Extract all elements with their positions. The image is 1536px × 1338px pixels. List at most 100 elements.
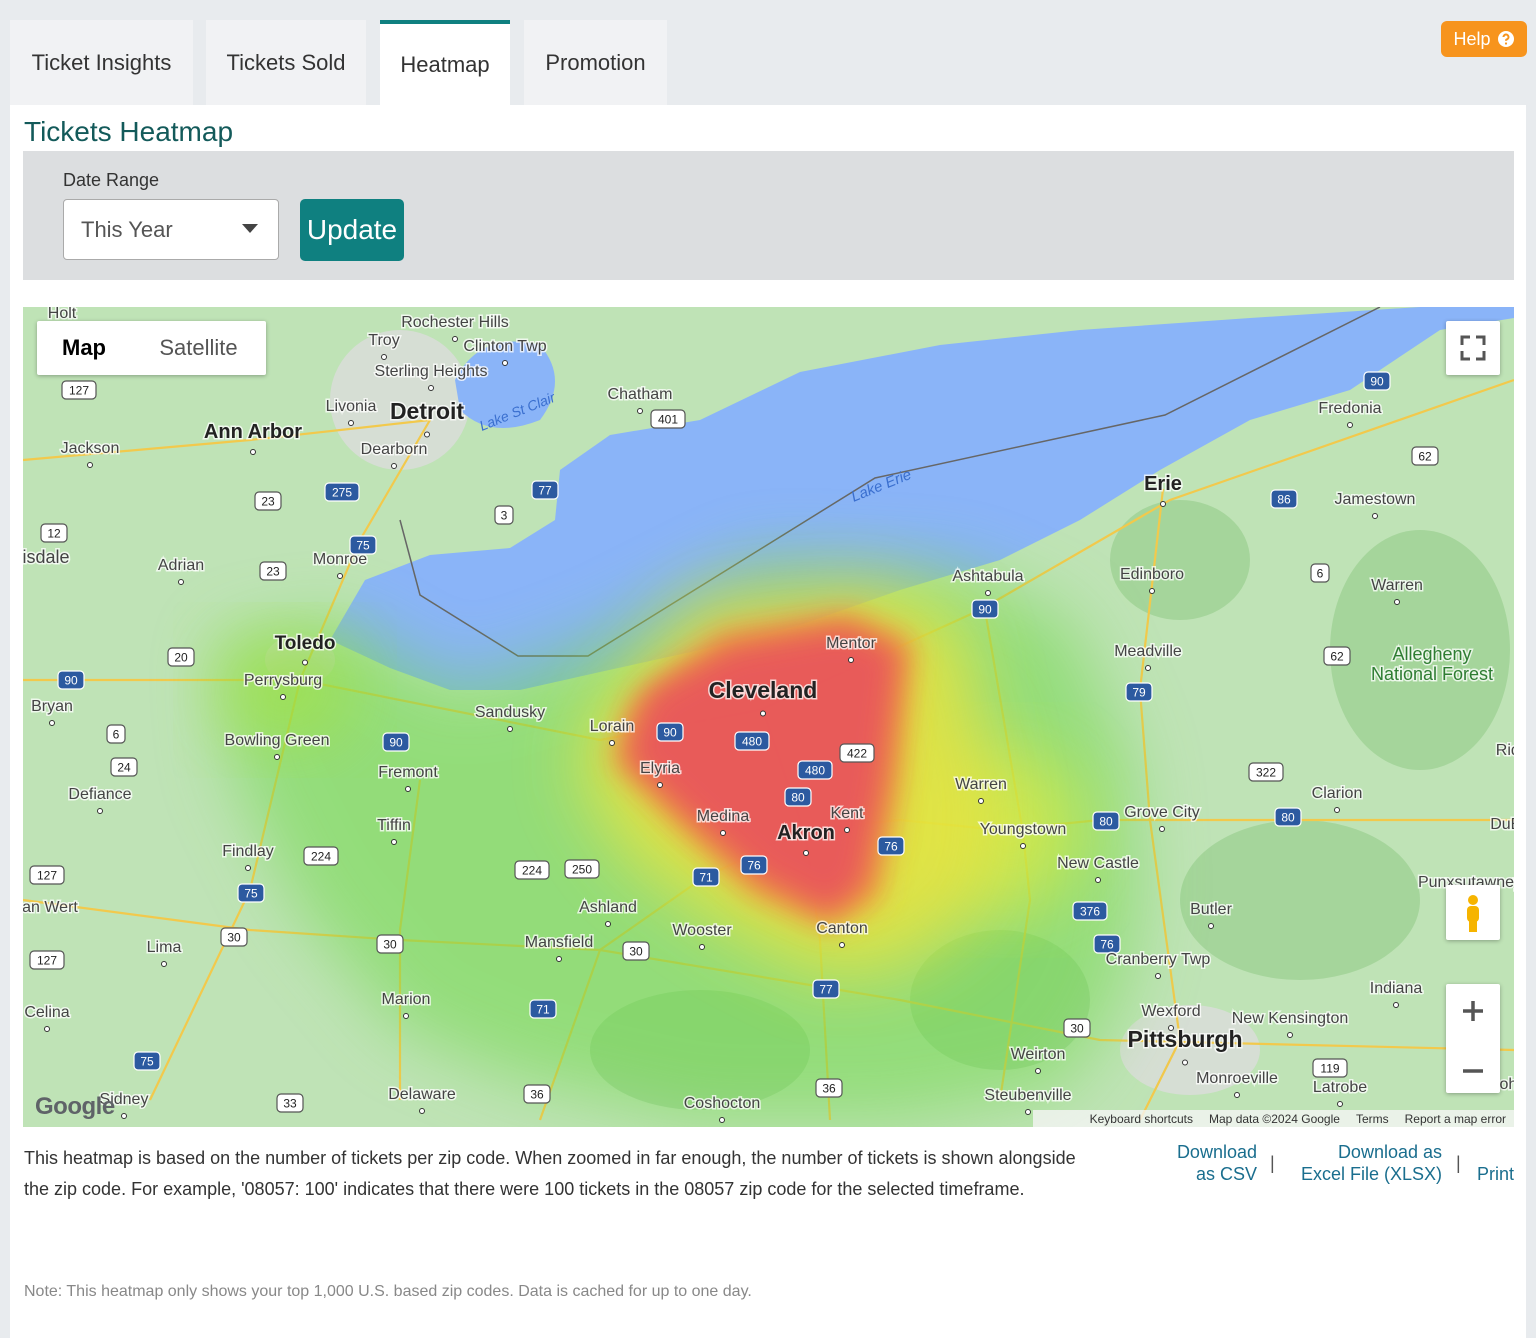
place-dot bbox=[978, 798, 984, 804]
highway-shield bbox=[1310, 563, 1330, 583]
description: This heatmap is based on the number of t… bbox=[24, 1148, 1076, 1199]
help-button[interactable]: Help bbox=[1441, 21, 1527, 57]
place-label: Delaware bbox=[388, 1086, 456, 1103]
highway-number: 480 bbox=[805, 764, 825, 778]
tab[interactable]: Promotion bbox=[524, 20, 667, 105]
highway-number: 24 bbox=[117, 761, 131, 775]
zoom-out-button[interactable] bbox=[1446, 1043, 1500, 1098]
place-dot bbox=[760, 710, 766, 717]
place-dot bbox=[699, 944, 705, 950]
place-dot bbox=[121, 1113, 127, 1119]
place-dot bbox=[803, 850, 809, 856]
zoom-control bbox=[1446, 984, 1500, 1093]
highway-shield bbox=[1270, 489, 1298, 509]
place-dot bbox=[452, 336, 458, 342]
separator: | bbox=[1456, 1153, 1461, 1173]
place-dot bbox=[1149, 588, 1155, 594]
map[interactable]: 127 23 275 75 12 23 20 90 6 24 90 224 75 30 127 127 75 33… bbox=[23, 307, 1514, 1127]
place-label: Weirton bbox=[1011, 1046, 1066, 1063]
place-dot bbox=[97, 808, 103, 814]
place-label: New Kensington bbox=[1232, 1010, 1349, 1027]
highway-shield bbox=[254, 491, 282, 511]
highway-shield bbox=[839, 743, 875, 763]
place-dot bbox=[428, 385, 434, 391]
highway-shield bbox=[29, 950, 65, 970]
place-label: Indiana bbox=[1370, 980, 1423, 997]
print-link[interactable]: Print bbox=[1476, 1164, 1514, 1184]
street-view-button[interactable] bbox=[1446, 885, 1500, 940]
highway-shield bbox=[1274, 807, 1302, 827]
place-dot bbox=[657, 782, 663, 788]
highway-shield bbox=[877, 836, 905, 856]
attribution-link[interactable]: Terms bbox=[1355, 1111, 1389, 1126]
place-label: Bowling Green bbox=[225, 732, 330, 749]
place-dot bbox=[391, 463, 397, 469]
place-dot bbox=[1159, 826, 1165, 832]
map-type-button[interactable]: Map bbox=[62, 335, 106, 360]
tab[interactable]: Ticket Insights bbox=[10, 20, 193, 105]
highway-shield bbox=[740, 855, 768, 875]
place-dot bbox=[1208, 923, 1214, 929]
place-label: Pittsburgh bbox=[1128, 1026, 1243, 1052]
separator: | bbox=[1270, 1153, 1275, 1173]
place-label: Jackson bbox=[61, 440, 120, 457]
place-dot bbox=[250, 449, 256, 455]
highway-number: 36 bbox=[822, 1082, 836, 1096]
tab[interactable]: Tickets Sold bbox=[206, 20, 366, 105]
place-dot bbox=[381, 354, 387, 360]
place-dot bbox=[1234, 1092, 1240, 1098]
place-dot bbox=[178, 579, 184, 585]
highway-number: 6 bbox=[1317, 567, 1324, 581]
highway-shield bbox=[1063, 1018, 1091, 1038]
place-dot bbox=[419, 1108, 425, 1114]
attribution-link[interactable]: Report a map error bbox=[1404, 1111, 1506, 1126]
highway-number: 224 bbox=[522, 864, 542, 878]
highway-number: 80 bbox=[791, 791, 805, 805]
place-label: Toledo bbox=[275, 633, 336, 654]
highway-shield bbox=[237, 883, 265, 903]
update-button[interactable]: Update bbox=[300, 199, 404, 261]
place-label: Mentor bbox=[826, 635, 876, 652]
place-dot bbox=[1025, 1109, 1031, 1115]
fullscreen-button[interactable] bbox=[1446, 321, 1500, 375]
highway-number: 6 bbox=[113, 728, 120, 742]
place-label: Coshocton bbox=[684, 1095, 761, 1112]
highway-number: 119 bbox=[1320, 1062, 1339, 1076]
map-type-button[interactable]: Satellite bbox=[159, 335, 238, 360]
download-xlsx-link[interactable]: Download as Excel File (XLSX) bbox=[1300, 1142, 1442, 1184]
date-range-select[interactable]: This Year bbox=[63, 199, 279, 260]
place-label: Detroit bbox=[390, 398, 464, 424]
highway-number: 75 bbox=[244, 887, 258, 901]
highway-number: 322 bbox=[1256, 766, 1276, 780]
attribution-link[interactable]: Keyboard shortcuts bbox=[1089, 1111, 1194, 1126]
highway-shield bbox=[220, 927, 248, 947]
highway-shield bbox=[815, 1078, 843, 1098]
place-label: Celina bbox=[24, 1004, 69, 1021]
highway-number: 80 bbox=[1281, 811, 1295, 825]
zoom-in-button[interactable] bbox=[1446, 984, 1500, 1038]
place-dot bbox=[424, 431, 430, 438]
highway-number: 127 bbox=[37, 869, 57, 883]
place-dot bbox=[719, 1117, 725, 1123]
place-dot bbox=[1168, 1025, 1174, 1031]
highway-number: 30 bbox=[227, 931, 241, 945]
place-label: Edinboro bbox=[1120, 566, 1184, 583]
download-csv-link[interactable]: Download as CSV bbox=[1176, 1142, 1257, 1184]
highway-shield bbox=[106, 724, 126, 744]
highway-number: 90 bbox=[978, 603, 992, 617]
map-type-control: Map Satellite bbox=[37, 321, 266, 375]
place-label: Perrysburg bbox=[244, 672, 322, 689]
place-label: Lima bbox=[147, 939, 182, 956]
highway-shield bbox=[523, 1084, 551, 1104]
place-label: Marion bbox=[382, 991, 431, 1008]
place-label: Mansfield bbox=[525, 934, 593, 951]
highway-shield bbox=[1248, 762, 1284, 782]
place-label: Medina bbox=[697, 808, 750, 825]
tab-active[interactable]: Heatmap bbox=[380, 20, 510, 105]
heat-low bbox=[215, 635, 355, 745]
place-label: Cranberry Twp bbox=[1106, 951, 1211, 968]
place-label: Wooster bbox=[672, 922, 732, 939]
place-dot bbox=[1020, 843, 1026, 849]
highway-number: 77 bbox=[819, 983, 833, 997]
page-title: Tickets Heatmap bbox=[24, 116, 234, 147]
